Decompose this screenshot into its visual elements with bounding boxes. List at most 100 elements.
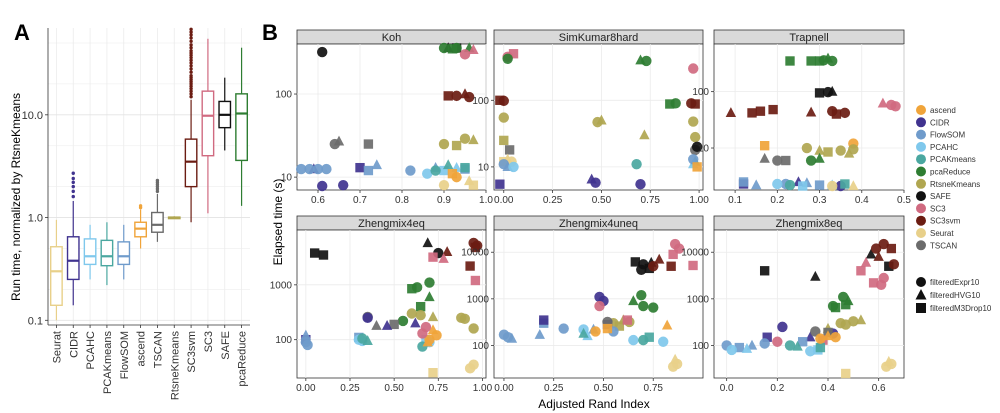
point-RtsneKmeans xyxy=(840,319,851,330)
facet-y-tick-label: 100 xyxy=(275,335,292,346)
facet-x-tick-label: 0.50 xyxy=(384,383,404,394)
point-SC3svm xyxy=(870,243,882,254)
point-Seurat xyxy=(841,368,851,379)
facet-y-tick-label: 100 xyxy=(472,96,489,107)
legend-key-SAFE xyxy=(916,191,926,202)
facet-title: SimKumar8hard xyxy=(559,32,638,44)
point-CIDR xyxy=(355,162,365,173)
point-CIDR xyxy=(338,179,349,191)
boxplot-plot-area xyxy=(48,28,250,325)
panel-label-b: B xyxy=(262,20,278,45)
facet-title: Trapnell xyxy=(789,32,828,44)
point-FlowSOM xyxy=(759,338,770,349)
point-pcaReduce xyxy=(636,289,647,301)
legend-key-RtsneKmeans xyxy=(916,178,926,189)
boxplot-outlier-TSCAN xyxy=(155,189,160,194)
point-SC3svm xyxy=(873,251,884,261)
point-PCAKmeans xyxy=(460,162,470,173)
point-pcaReduce xyxy=(814,152,825,163)
point-ascend xyxy=(661,319,673,330)
point-PCAKmeans xyxy=(840,179,850,189)
point-SC3svm xyxy=(451,90,462,102)
facet-panel-SimKumar8hard xyxy=(493,43,704,191)
point-RtsneKmeans xyxy=(468,134,479,145)
boxplot-outlier-SC3svm xyxy=(189,67,193,71)
point-SAFE xyxy=(317,46,328,58)
boxplot-outlier-CIDR xyxy=(71,194,75,199)
point-SC3 xyxy=(877,97,889,108)
point-ascend xyxy=(830,332,841,343)
point-Seurat xyxy=(464,363,476,374)
boxplot-outlier-CIDR xyxy=(71,180,75,185)
point-Seurat xyxy=(848,180,859,191)
point-FlowSOM xyxy=(312,163,324,175)
point-RtsneKmeans xyxy=(639,129,650,140)
point-SC3svm xyxy=(654,253,665,264)
facet-x-tick-label: 0.00 xyxy=(296,383,316,394)
point-PCAKmeans xyxy=(362,335,373,346)
legend-shape-label: filteredM3Drop10 xyxy=(930,304,992,313)
point-SC3 xyxy=(470,275,481,286)
point-SC3 xyxy=(668,249,678,260)
point-SC3svm xyxy=(888,259,900,270)
boxplot-x-tick-label: ascend xyxy=(136,331,148,366)
point-RtsneKmeans xyxy=(801,142,813,154)
legend-key-SC3svm xyxy=(916,215,926,226)
point-ascend xyxy=(590,326,601,337)
point-SC3 xyxy=(468,44,479,55)
point-RtsneKmeans xyxy=(814,144,825,155)
facet-x-tick-label: 0.00 xyxy=(494,383,514,394)
boxplot-y-tick-label: 10.0 xyxy=(22,110,43,122)
boxplot-outlier-SC3svm xyxy=(189,43,193,47)
point-FlowSOM xyxy=(751,179,762,190)
boxplot-outlier-SC3svm xyxy=(189,86,193,91)
point-pcaReduce xyxy=(424,291,435,302)
point-pcaReduce xyxy=(451,42,462,54)
facet-x-tick-label: 0.75 xyxy=(644,383,664,394)
point-Seurat xyxy=(827,180,838,192)
facet-x-tick-label: 0.0 xyxy=(720,383,734,394)
point-SAFE xyxy=(810,270,821,281)
facet-x-tick-label: 0.3 xyxy=(813,195,827,206)
facet-x-tick-label: 0.50 xyxy=(594,383,614,394)
facet-title: Zhengmix4uneq xyxy=(559,218,638,230)
point-SAFE xyxy=(814,88,825,98)
boxplot-outlier-SC3svm xyxy=(189,55,193,60)
point-ascend xyxy=(692,162,702,172)
facet-x-tick-label: 0.75 xyxy=(429,383,449,394)
point-FlowSOM xyxy=(304,163,315,175)
point-SC3 xyxy=(868,278,879,288)
point-SC3svm xyxy=(831,109,842,119)
legend-shape-square xyxy=(916,303,926,313)
facet-panel-Zhengmix4eq xyxy=(296,229,487,379)
point-FlowSOM xyxy=(797,337,808,347)
point-TSCAN xyxy=(371,319,382,330)
facet-y-tick-label: 100 xyxy=(692,341,709,352)
facet-y-tick-label: 100 xyxy=(692,87,709,98)
point-SC3 xyxy=(594,300,605,312)
boxplot-x-tick-label: PCAHC xyxy=(85,331,97,370)
point-ascend xyxy=(759,141,770,151)
boxplot-x-tick-label: CIDR xyxy=(68,331,80,358)
point-PCAHC xyxy=(772,178,783,190)
point-CIDR xyxy=(495,179,505,189)
point-RtsneKmeans xyxy=(835,145,846,156)
point-FlowSOM xyxy=(738,177,749,187)
facet-y-tick-label: 10 xyxy=(281,173,293,184)
boxplot-x-tick-label: PCAKmeans xyxy=(102,331,114,394)
point-TSCAN xyxy=(389,319,399,330)
boxplot-x-tick-label: FlowSOM xyxy=(119,331,131,379)
legend-label-TSCAN: TSCAN xyxy=(930,241,957,250)
point-FlowSOM xyxy=(746,339,758,350)
facet-y-tick-label: 10000 xyxy=(461,248,489,259)
point-PCAHC xyxy=(422,168,433,179)
point-pcaReduce xyxy=(411,282,423,293)
facet-x-tick-label: 1.00 xyxy=(473,383,493,394)
facet-y-tick-label: 10000 xyxy=(681,248,709,259)
point-PCAHC xyxy=(508,161,519,173)
point-RtsneKmeans xyxy=(823,147,833,157)
facet-y-tick-label: 1000 xyxy=(467,294,490,305)
boxplot-outlier-ascend xyxy=(138,204,143,208)
boxplot-outlier-CIDR xyxy=(71,171,75,175)
